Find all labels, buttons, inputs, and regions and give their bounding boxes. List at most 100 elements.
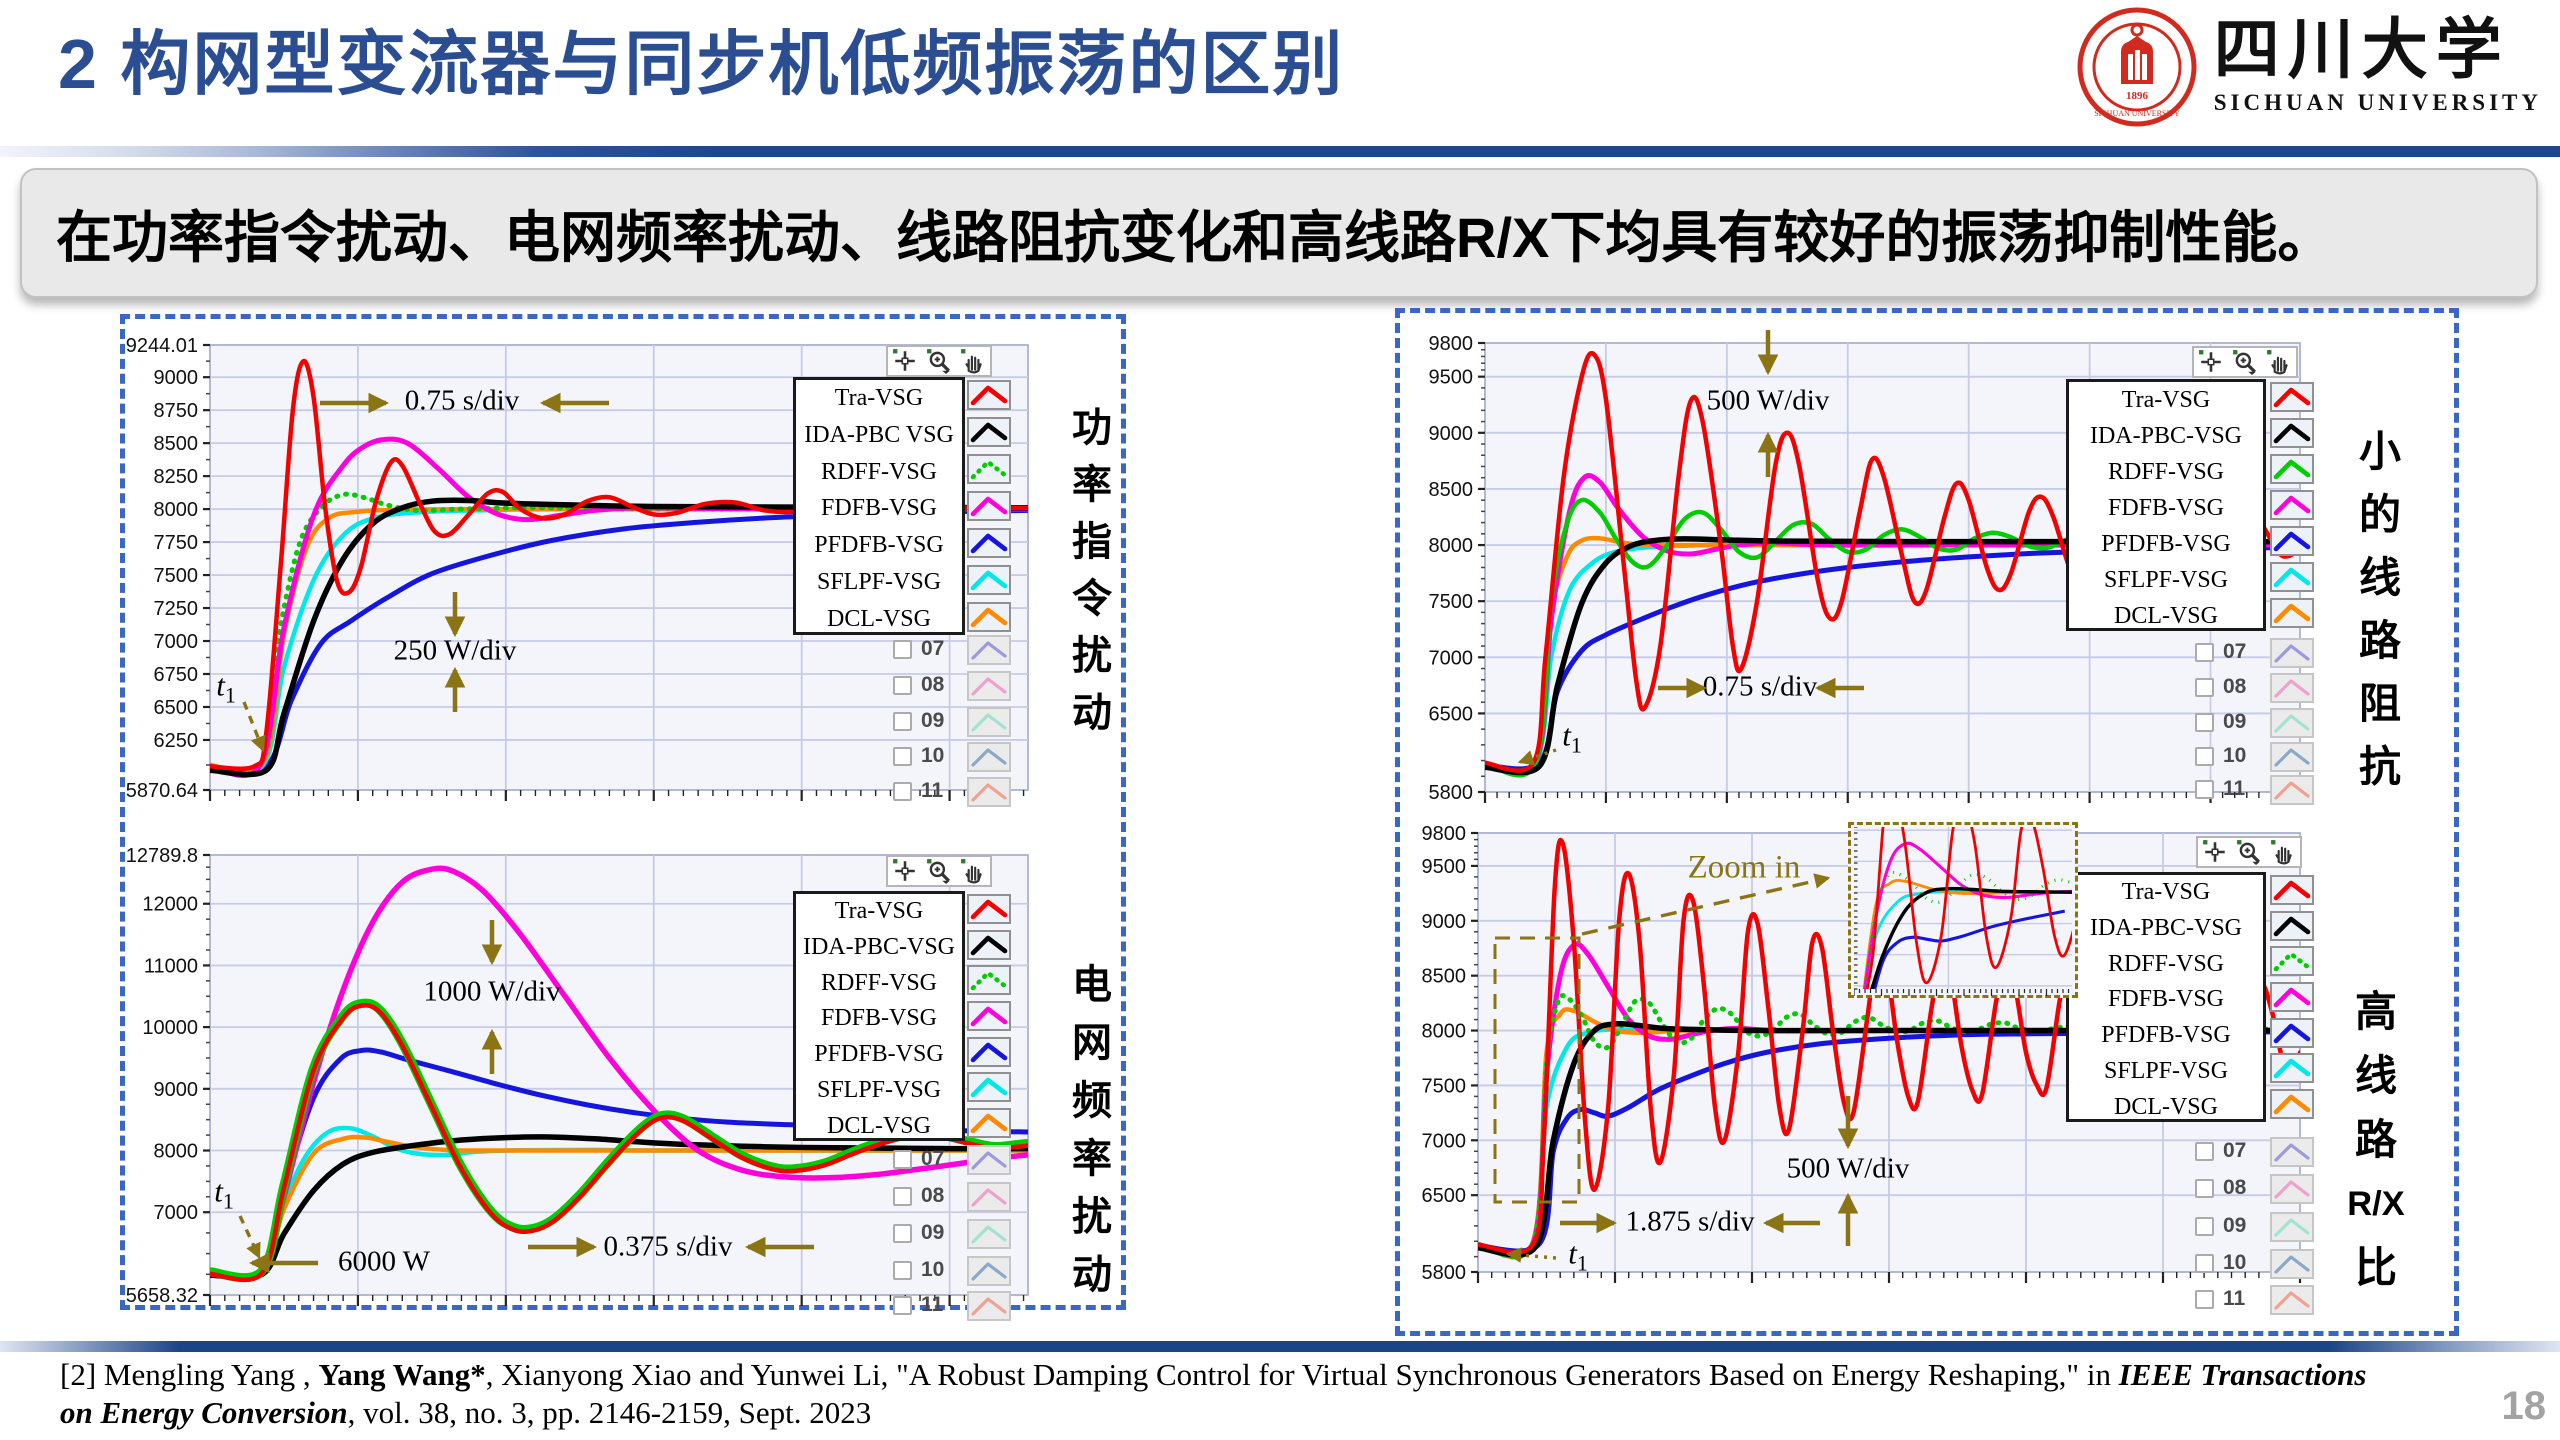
legend-swatch-FDFB-VSG[interactable] — [2270, 490, 2314, 520]
legend-swatch-Tra-VSG[interactable] — [2270, 382, 2314, 412]
legend-swatch-RDFF-VSG[interactable] — [967, 454, 1011, 485]
legend-swatch-PFDFB-VSG[interactable] — [2270, 1017, 2314, 1048]
zoom-icon[interactable] — [2232, 349, 2258, 375]
channel-swatch-11[interactable] — [967, 1291, 1011, 1321]
legend-row-SFLPF-VSG[interactable]: SFLPF-VSG — [796, 1073, 962, 1109]
legend-row-DCL-VSG[interactable]: DCL-VSG — [2069, 598, 2263, 634]
legend-row-FDFB-VSG[interactable]: FDFB-VSG — [796, 1001, 962, 1037]
legend-row-IDA-PBC-VSG[interactable]: IDA-PBC-VSG — [2069, 911, 2263, 947]
legend-row-IDA-PBC VSG[interactable]: IDA-PBC VSG — [796, 417, 962, 454]
legend-swatch-Tra-VSG[interactable] — [2270, 874, 2314, 905]
legend-swatch-DCL-VSG[interactable] — [2270, 1089, 2314, 1120]
legend-swatch-FDFB-VSG[interactable] — [967, 491, 1011, 521]
channel-swatch-10[interactable] — [2270, 1249, 2314, 1279]
pan-hand-icon[interactable] — [960, 348, 986, 374]
channel-swatch-07[interactable] — [2270, 1137, 2314, 1167]
channel-checkbox-07[interactable] — [2195, 1142, 2214, 1161]
legend-row-Tra-VSG[interactable]: Tra-VSG — [796, 380, 962, 417]
channel-checkbox-10[interactable] — [893, 747, 912, 766]
legend-swatch-IDA-PBC VSG[interactable] — [967, 417, 1011, 448]
legend-swatch-IDA-PBC-VSG[interactable] — [967, 929, 1011, 960]
channel-swatch-09[interactable] — [2270, 1212, 2314, 1242]
legend-row-SFLPF-VSG[interactable]: SFLPF-VSG — [2069, 1054, 2263, 1090]
legend-row-Tra-VSG[interactable]: Tra-VSG — [2069, 875, 2263, 911]
legend-row-PFDFB-VSG[interactable]: PFDFB-VSG — [796, 527, 962, 564]
crosshair-icon[interactable] — [892, 348, 918, 374]
channel-swatch-11[interactable] — [2270, 775, 2314, 805]
channel-checkbox-08[interactable] — [2195, 1179, 2214, 1198]
legend-row-PFDFB-VSG[interactable]: PFDFB-VSG — [2069, 526, 2263, 562]
crosshair-icon[interactable] — [2198, 349, 2224, 375]
legend-row-RDFF-VSG[interactable]: RDFF-VSG — [2069, 454, 2263, 490]
zoom-icon[interactable] — [926, 348, 952, 374]
legend-swatch-DCL-VSG[interactable] — [2270, 598, 2314, 628]
crosshair-icon[interactable] — [892, 858, 918, 884]
channel-swatch-10[interactable] — [967, 1256, 1011, 1286]
legend-swatch-Tra-VSG[interactable] — [967, 893, 1011, 924]
legend-swatch-PFDFB-VSG[interactable] — [967, 527, 1011, 558]
legend-row-FDFB-VSG[interactable]: FDFB-VSG — [2069, 982, 2263, 1018]
legend-swatch-RDFF-VSG[interactable] — [2270, 946, 2314, 977]
legend-swatch-IDA-PBC-VSG[interactable] — [2270, 418, 2314, 448]
channel-checkbox-11[interactable] — [2195, 1290, 2214, 1309]
legend-row-Tra-VSG[interactable]: Tra-VSG — [796, 894, 962, 930]
legend-swatch-SFLPF-VSG[interactable] — [2270, 1053, 2314, 1084]
pan-hand-icon[interactable] — [2270, 839, 2296, 865]
legend-swatch-DCL-VSG[interactable] — [967, 1108, 1011, 1139]
channel-checkbox-10[interactable] — [2195, 747, 2214, 766]
legend-row-FDFB-VSG[interactable]: FDFB-VSG — [2069, 490, 2263, 526]
channel-checkbox-09[interactable] — [2195, 1217, 2214, 1236]
pan-hand-icon[interactable] — [960, 858, 986, 884]
channel-checkbox-08[interactable] — [893, 1187, 912, 1206]
legend-row-PFDFB-VSG[interactable]: PFDFB-VSG — [2069, 1018, 2263, 1054]
channel-swatch-09[interactable] — [967, 707, 1011, 737]
channel-checkbox-07[interactable] — [893, 640, 912, 659]
channel-swatch-07[interactable] — [967, 635, 1011, 665]
legend-swatch-IDA-PBC-VSG[interactable] — [2270, 910, 2314, 941]
channel-swatch-08[interactable] — [967, 671, 1011, 701]
legend-swatch-RDFF-VSG[interactable] — [967, 965, 1011, 996]
legend-swatch-SFLPF-VSG[interactable] — [2270, 562, 2314, 592]
legend-row-RDFF-VSG[interactable]: RDFF-VSG — [796, 454, 962, 491]
channel-swatch-10[interactable] — [2270, 742, 2314, 772]
channel-swatch-11[interactable] — [2270, 1285, 2314, 1315]
legend-swatch-RDFF-VSG[interactable] — [2270, 454, 2314, 484]
crosshair-icon[interactable] — [2202, 839, 2228, 865]
channel-checkbox-11[interactable] — [2195, 780, 2214, 799]
channel-checkbox-10[interactable] — [893, 1261, 912, 1280]
legend-row-SFLPF-VSG[interactable]: SFLPF-VSG — [796, 564, 962, 601]
legend-swatch-DCL-VSG[interactable] — [967, 601, 1011, 632]
channel-swatch-10[interactable] — [967, 742, 1011, 772]
channel-checkbox-09[interactable] — [2195, 713, 2214, 732]
legend-row-RDFF-VSG[interactable]: RDFF-VSG — [796, 965, 962, 1001]
channel-checkbox-10[interactable] — [2195, 1254, 2214, 1273]
legend-swatch-SFLPF-VSG[interactable] — [967, 564, 1011, 595]
zoom-icon[interactable] — [926, 858, 952, 884]
legend-swatch-PFDFB-VSG[interactable] — [967, 1036, 1011, 1067]
legend-row-IDA-PBC-VSG[interactable]: IDA-PBC-VSG — [2069, 418, 2263, 454]
legend-row-DCL-VSG[interactable]: DCL-VSG — [796, 601, 962, 638]
legend-row-Tra-VSG[interactable]: Tra-VSG — [2069, 382, 2263, 418]
legend-swatch-Tra-VSG[interactable] — [967, 380, 1011, 411]
legend-row-DCL-VSG[interactable]: DCL-VSG — [796, 1108, 962, 1144]
pan-hand-icon[interactable] — [2266, 349, 2292, 375]
channel-checkbox-11[interactable] — [893, 1296, 912, 1315]
channel-checkbox-11[interactable] — [893, 782, 912, 801]
legend-swatch-FDFB-VSG[interactable] — [967, 1001, 1011, 1031]
legend-row-DCL-VSG[interactable]: DCL-VSG — [2069, 1089, 2263, 1125]
legend-row-RDFF-VSG[interactable]: RDFF-VSG — [2069, 946, 2263, 982]
channel-swatch-07[interactable] — [2270, 638, 2314, 668]
channel-swatch-09[interactable] — [2270, 708, 2314, 738]
legend-row-PFDFB-VSG[interactable]: PFDFB-VSG — [796, 1037, 962, 1073]
legend-swatch-FDFB-VSG[interactable] — [2270, 982, 2314, 1012]
channel-swatch-07[interactable] — [967, 1145, 1011, 1175]
channel-checkbox-07[interactable] — [2195, 643, 2214, 662]
channel-swatch-11[interactable] — [967, 777, 1011, 807]
channel-checkbox-09[interactable] — [893, 1224, 912, 1243]
channel-swatch-08[interactable] — [2270, 673, 2314, 703]
channel-checkbox-07[interactable] — [893, 1150, 912, 1169]
channel-checkbox-08[interactable] — [893, 676, 912, 695]
channel-swatch-08[interactable] — [967, 1182, 1011, 1212]
legend-swatch-PFDFB-VSG[interactable] — [2270, 526, 2314, 556]
channel-swatch-08[interactable] — [2270, 1174, 2314, 1204]
